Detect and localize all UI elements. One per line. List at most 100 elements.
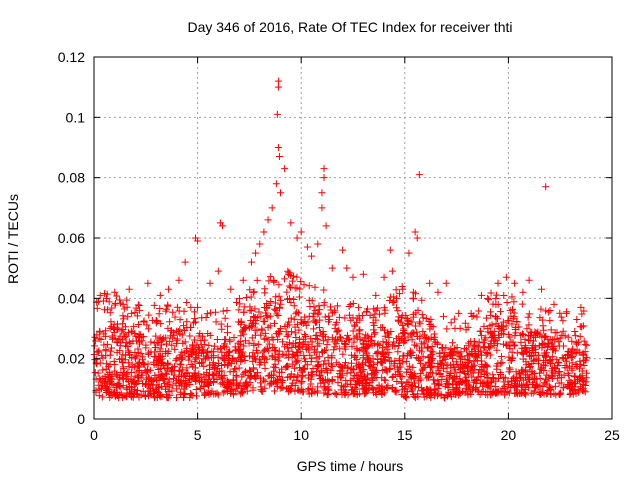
density-point bbox=[358, 385, 366, 393]
density-point bbox=[364, 332, 372, 340]
density-point bbox=[530, 351, 538, 359]
density-point bbox=[108, 392, 116, 400]
density-point bbox=[349, 299, 357, 307]
density-point bbox=[233, 381, 241, 389]
density-point bbox=[475, 338, 483, 346]
density-point bbox=[417, 359, 425, 367]
density-point bbox=[430, 330, 438, 338]
density-point bbox=[165, 378, 173, 386]
density-point bbox=[236, 300, 244, 308]
density-point bbox=[99, 354, 107, 362]
density-point bbox=[226, 347, 234, 355]
axis-ticks: 0 5 10 15 20 25 0 0.02 0.04 0.06 0.08 0.1 0.12 bbox=[58, 49, 620, 443]
data-point bbox=[511, 279, 519, 287]
density-point bbox=[487, 340, 495, 348]
density-point bbox=[468, 373, 476, 381]
density-point bbox=[451, 390, 459, 398]
density-point bbox=[451, 324, 459, 332]
density-point bbox=[229, 379, 237, 387]
density-point bbox=[344, 363, 352, 371]
density-point bbox=[411, 322, 419, 330]
density-point bbox=[353, 318, 361, 326]
density-point bbox=[400, 339, 408, 347]
density-point bbox=[447, 370, 455, 378]
density-point bbox=[313, 335, 321, 343]
density-point bbox=[285, 282, 293, 290]
density-point bbox=[435, 390, 443, 398]
density-point bbox=[521, 342, 529, 350]
density-point bbox=[349, 314, 357, 322]
density-point bbox=[127, 340, 135, 348]
density-point bbox=[420, 338, 428, 346]
density-point bbox=[464, 323, 472, 331]
density-point bbox=[314, 361, 322, 369]
density-point bbox=[355, 362, 363, 370]
density-point bbox=[319, 328, 327, 336]
data-point bbox=[386, 246, 394, 254]
density-point bbox=[342, 359, 350, 367]
density-point bbox=[173, 303, 181, 311]
data-point bbox=[484, 294, 492, 302]
density-point bbox=[399, 352, 407, 360]
density-point bbox=[320, 384, 328, 392]
density-point bbox=[418, 296, 426, 304]
density-point bbox=[507, 338, 515, 346]
density-point bbox=[492, 337, 500, 345]
density-point bbox=[179, 339, 187, 347]
density-point bbox=[97, 335, 105, 343]
density-point bbox=[115, 355, 123, 363]
density-point bbox=[296, 340, 304, 348]
density-point bbox=[355, 304, 363, 312]
density-point bbox=[525, 310, 533, 318]
data-point bbox=[276, 189, 284, 197]
density-point bbox=[106, 324, 114, 332]
density-point bbox=[353, 334, 361, 342]
density-point bbox=[200, 362, 208, 370]
density-point bbox=[140, 317, 148, 325]
data-point bbox=[322, 222, 330, 230]
density-point bbox=[271, 299, 279, 307]
density-point bbox=[145, 325, 153, 333]
density-point bbox=[398, 382, 406, 390]
density-point bbox=[283, 332, 291, 340]
density-point bbox=[192, 386, 200, 394]
density-point bbox=[176, 316, 184, 324]
density-point bbox=[368, 376, 376, 384]
density-point bbox=[568, 337, 576, 345]
data-point bbox=[175, 276, 183, 284]
density-point bbox=[426, 362, 434, 370]
density-point bbox=[518, 348, 526, 356]
density-point bbox=[484, 374, 492, 382]
density-point bbox=[272, 347, 280, 355]
density-point bbox=[247, 323, 255, 331]
density-point bbox=[250, 341, 258, 349]
density-point bbox=[175, 367, 183, 375]
density-point bbox=[250, 319, 258, 327]
data-point bbox=[372, 291, 380, 299]
density-point bbox=[508, 348, 516, 356]
density-point bbox=[542, 353, 550, 361]
density-point bbox=[183, 364, 191, 372]
density-point bbox=[260, 354, 268, 362]
density-point bbox=[270, 319, 278, 327]
density-point bbox=[182, 370, 190, 378]
density-point bbox=[314, 387, 322, 395]
density-point bbox=[418, 311, 426, 319]
data-point bbox=[274, 77, 282, 85]
density-point bbox=[395, 342, 403, 350]
chart-title: Day 346 of 2016, Rate Of TEC Index for r… bbox=[187, 19, 512, 35]
density-point bbox=[422, 314, 430, 322]
density-point bbox=[443, 325, 451, 333]
data-point bbox=[426, 279, 434, 287]
density-point bbox=[411, 379, 419, 387]
density-point bbox=[274, 329, 282, 337]
density-point bbox=[459, 388, 467, 396]
density-point bbox=[219, 307, 227, 315]
density-point bbox=[278, 384, 286, 392]
density-point bbox=[365, 352, 373, 360]
density-point bbox=[250, 364, 258, 372]
density-point bbox=[232, 357, 240, 365]
density-point bbox=[567, 353, 575, 361]
density-point bbox=[435, 379, 443, 387]
density-point bbox=[381, 365, 389, 373]
